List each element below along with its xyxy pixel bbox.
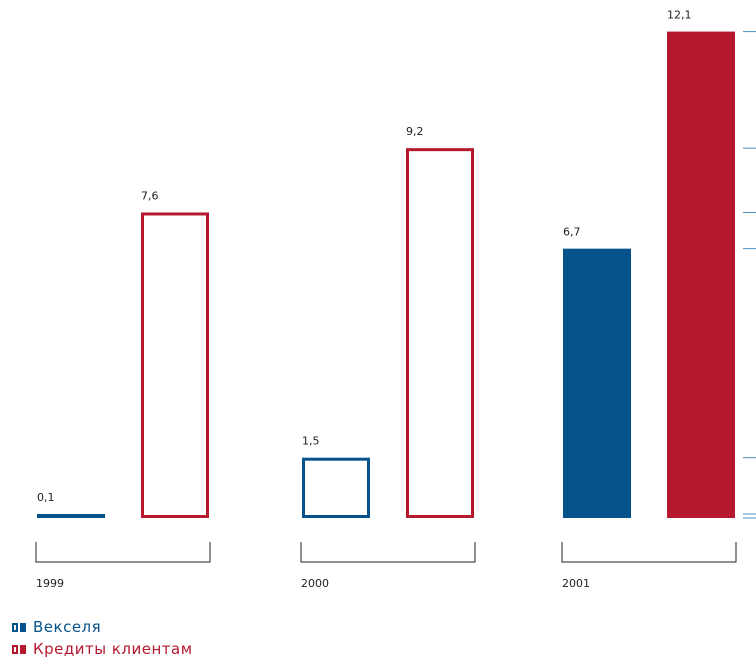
- filled-swatch-icon: [20, 644, 26, 654]
- category-bracket: [35, 542, 211, 563]
- bar: [141, 212, 209, 518]
- filled-swatch-icon: [20, 622, 26, 632]
- category-label: 2000: [301, 577, 329, 590]
- bar: [37, 513, 105, 518]
- legend-item-bills: Векселя: [12, 616, 193, 638]
- legend-swatch-client-loans: [12, 644, 28, 654]
- category-bracket: [561, 542, 737, 563]
- bars: [37, 31, 735, 519]
- bar: [667, 31, 735, 519]
- category-label: 1999: [36, 577, 64, 590]
- legend-label-client-loans: Кредиты клиентам: [33, 640, 193, 658]
- legend-swatch-bills: [12, 622, 28, 632]
- category-labels: 1999 2000 2001: [36, 577, 590, 590]
- right-axis: [743, 31, 756, 519]
- category-bracket: [300, 542, 476, 563]
- data-label: 6,7: [563, 226, 581, 239]
- data-label: 9,2: [406, 125, 424, 138]
- category-brackets: [35, 542, 737, 563]
- outline-swatch-icon: [12, 622, 18, 632]
- category-label: 2001: [562, 577, 590, 590]
- value-labels: 0,1 7,6 1,5 9,2 6,7 12,1: [37, 9, 692, 504]
- legend: Векселя Кредиты клиентам: [12, 616, 193, 660]
- data-label: 0,1: [37, 491, 55, 504]
- data-label: 1,5: [302, 435, 320, 448]
- data-label: 7,6: [141, 189, 159, 202]
- bar: [302, 457, 370, 519]
- bar: [406, 148, 474, 518]
- outline-swatch-icon: [12, 644, 18, 654]
- data-label: 12,1: [667, 9, 692, 22]
- legend-item-client-loans: Кредиты клиентам: [12, 638, 193, 660]
- legend-label-bills: Векселя: [33, 618, 102, 636]
- bar: [563, 248, 631, 518]
